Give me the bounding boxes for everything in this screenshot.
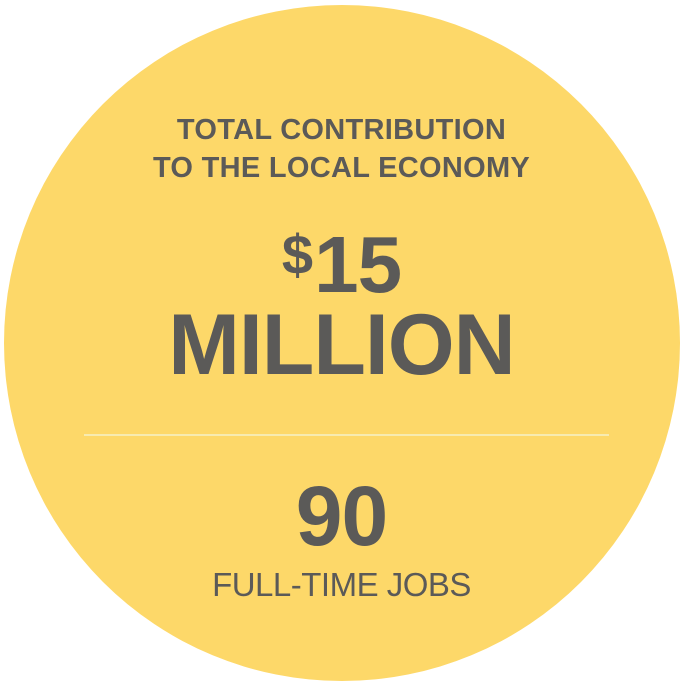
heading-line-2: TO THE LOCAL ECONOMY	[152, 152, 531, 184]
divider-line	[84, 434, 609, 436]
contribution-unit: MILLION	[168, 297, 516, 393]
yellow-circle-background	[4, 5, 680, 681]
jobs-number: 90	[295, 469, 388, 563]
jobs-label: FULL-TIME JOBS	[212, 566, 471, 603]
amount-value: 15	[314, 220, 402, 309]
currency-symbol: $	[281, 223, 313, 286]
heading-line-1: TOTAL CONTRIBUTION	[176, 114, 507, 146]
contribution-amount: $15	[0, 210, 683, 310]
